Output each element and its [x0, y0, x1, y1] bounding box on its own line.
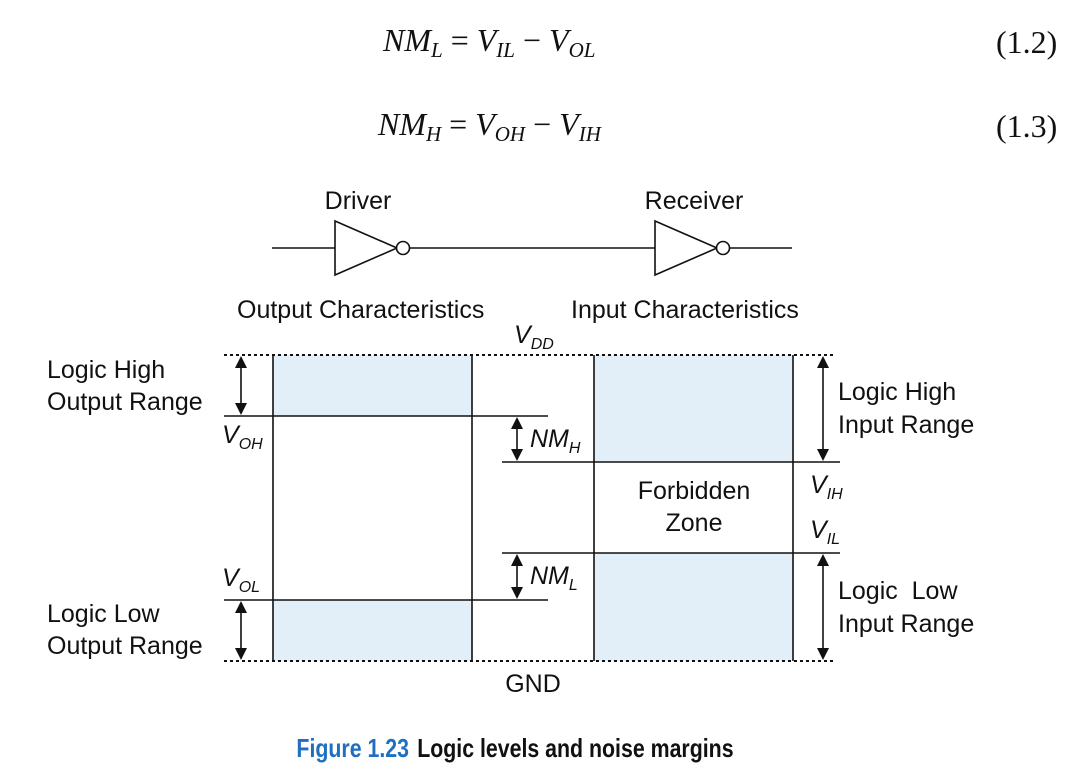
- figure-caption: Figure 1.23 Logic levels and noise margin…: [93, 733, 938, 764]
- voh-label: VOH: [222, 421, 263, 453]
- logic-high-output-label-2: Output Range: [47, 388, 203, 416]
- vil-label: VIL: [810, 516, 840, 548]
- receiver-bubble: [715, 240, 731, 256]
- figure-number: Figure 1.23: [296, 733, 410, 763]
- receiver-label: Receiver: [645, 187, 744, 215]
- receiver-inverter-icon: [654, 219, 720, 277]
- driver-label: Driver: [325, 187, 392, 215]
- logic-low-output-label-1: Logic Low: [47, 600, 161, 628]
- vih-label: VIH: [810, 471, 843, 503]
- logic-high-output-region: [273, 355, 472, 416]
- nml-label: NML: [530, 562, 578, 594]
- driver-bubble: [395, 240, 411, 256]
- logic-low-output-region: [273, 600, 472, 661]
- forbidden-zone-label-1: Forbidden: [638, 477, 751, 505]
- equation-number-1-2: (1.2): [996, 24, 1058, 60]
- gnd-label: GND: [505, 670, 561, 698]
- equation-noise-margin-high: NMH = VOH − VIH: [378, 106, 601, 146]
- equation-noise-margin-low: NML = VIL − VOL: [383, 22, 596, 62]
- logic-low-input-label-1: Logic Low: [838, 577, 958, 605]
- logic-low-input-region: [594, 553, 793, 661]
- logic-high-input-label-1: Logic High: [838, 378, 956, 406]
- output-characteristics-label: Output Characteristics: [237, 296, 484, 324]
- vdd-label: VDD: [514, 321, 554, 353]
- driver-receiver-circuit: [272, 219, 792, 277]
- forbidden-zone-label-2: Zone: [666, 509, 723, 537]
- equation-number-1-3: (1.3): [996, 108, 1058, 144]
- logic-high-input-region: [594, 355, 793, 462]
- logic-low-input-label-2: Input Range: [838, 610, 974, 638]
- logic-high-output-label-1: Logic High: [47, 356, 165, 384]
- figure-title: Logic levels and noise margins: [417, 733, 734, 763]
- vol-label: VOL: [222, 564, 260, 596]
- input-characteristics-label: Input Characteristics: [571, 296, 799, 324]
- logic-low-output-label-2: Output Range: [47, 632, 203, 660]
- nmh-label: NMH: [530, 425, 581, 457]
- logic-high-input-label-2: Input Range: [838, 411, 974, 439]
- driver-inverter-icon: [334, 219, 400, 277]
